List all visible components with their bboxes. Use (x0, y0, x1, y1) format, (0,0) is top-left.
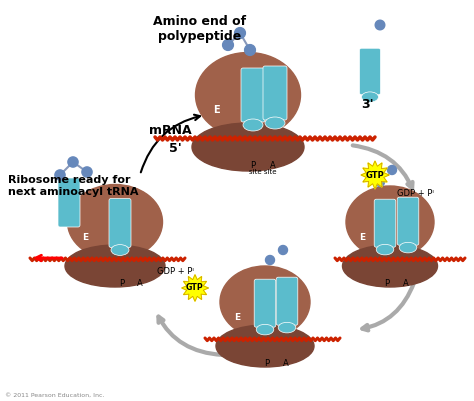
Circle shape (279, 245, 288, 255)
Text: GDP + Pᴵ: GDP + Pᴵ (156, 267, 193, 277)
Text: A: A (283, 360, 289, 369)
Polygon shape (182, 275, 208, 301)
Ellipse shape (67, 184, 163, 259)
FancyBboxPatch shape (374, 199, 396, 247)
FancyBboxPatch shape (58, 178, 80, 227)
Circle shape (245, 45, 255, 55)
Ellipse shape (278, 322, 296, 333)
Text: Ribosome ready for
next aminoacyl tRNA: Ribosome ready for next aminoacyl tRNA (8, 175, 138, 196)
Text: 5': 5' (169, 142, 182, 154)
FancyBboxPatch shape (276, 277, 298, 325)
FancyBboxPatch shape (263, 66, 287, 120)
Text: E: E (234, 312, 240, 322)
Ellipse shape (65, 245, 165, 287)
Text: GDP + Pᴵ: GDP + Pᴵ (397, 188, 434, 198)
Circle shape (375, 20, 385, 30)
Text: A: A (270, 160, 276, 170)
FancyBboxPatch shape (359, 48, 381, 95)
Ellipse shape (111, 245, 129, 255)
Text: P: P (250, 160, 255, 170)
Ellipse shape (220, 266, 310, 338)
Text: site site: site site (249, 169, 277, 175)
Text: Amino end of
polypeptide: Amino end of polypeptide (154, 15, 246, 43)
FancyBboxPatch shape (397, 197, 419, 245)
Circle shape (375, 178, 384, 186)
Ellipse shape (362, 92, 379, 102)
Text: A: A (137, 279, 143, 288)
Ellipse shape (216, 325, 314, 367)
Text: E: E (213, 105, 219, 115)
Text: E: E (82, 233, 88, 243)
Text: mRNA: mRNA (149, 124, 191, 136)
Ellipse shape (343, 245, 438, 287)
Circle shape (265, 255, 274, 265)
Text: 3': 3' (362, 99, 374, 111)
Ellipse shape (195, 53, 301, 138)
Circle shape (388, 166, 396, 174)
Circle shape (68, 157, 78, 167)
Polygon shape (361, 161, 389, 189)
Ellipse shape (243, 119, 263, 131)
Ellipse shape (265, 117, 285, 129)
Text: GTP: GTP (186, 284, 204, 292)
Text: P: P (264, 360, 270, 369)
Text: E: E (359, 233, 365, 241)
Ellipse shape (256, 324, 274, 335)
Text: A: A (403, 279, 409, 288)
Text: P: P (119, 279, 125, 288)
Circle shape (82, 167, 92, 177)
Ellipse shape (346, 186, 434, 258)
Circle shape (223, 40, 233, 51)
FancyBboxPatch shape (241, 68, 265, 122)
Ellipse shape (399, 242, 417, 253)
Text: © 2011 Pearson Education, Inc.: © 2011 Pearson Education, Inc. (5, 393, 104, 398)
Ellipse shape (376, 244, 394, 255)
Circle shape (235, 28, 246, 38)
Ellipse shape (192, 123, 304, 171)
Circle shape (55, 170, 65, 180)
Text: P: P (384, 279, 390, 288)
Text: GTP: GTP (365, 170, 384, 180)
FancyBboxPatch shape (109, 198, 131, 247)
FancyBboxPatch shape (254, 279, 276, 327)
